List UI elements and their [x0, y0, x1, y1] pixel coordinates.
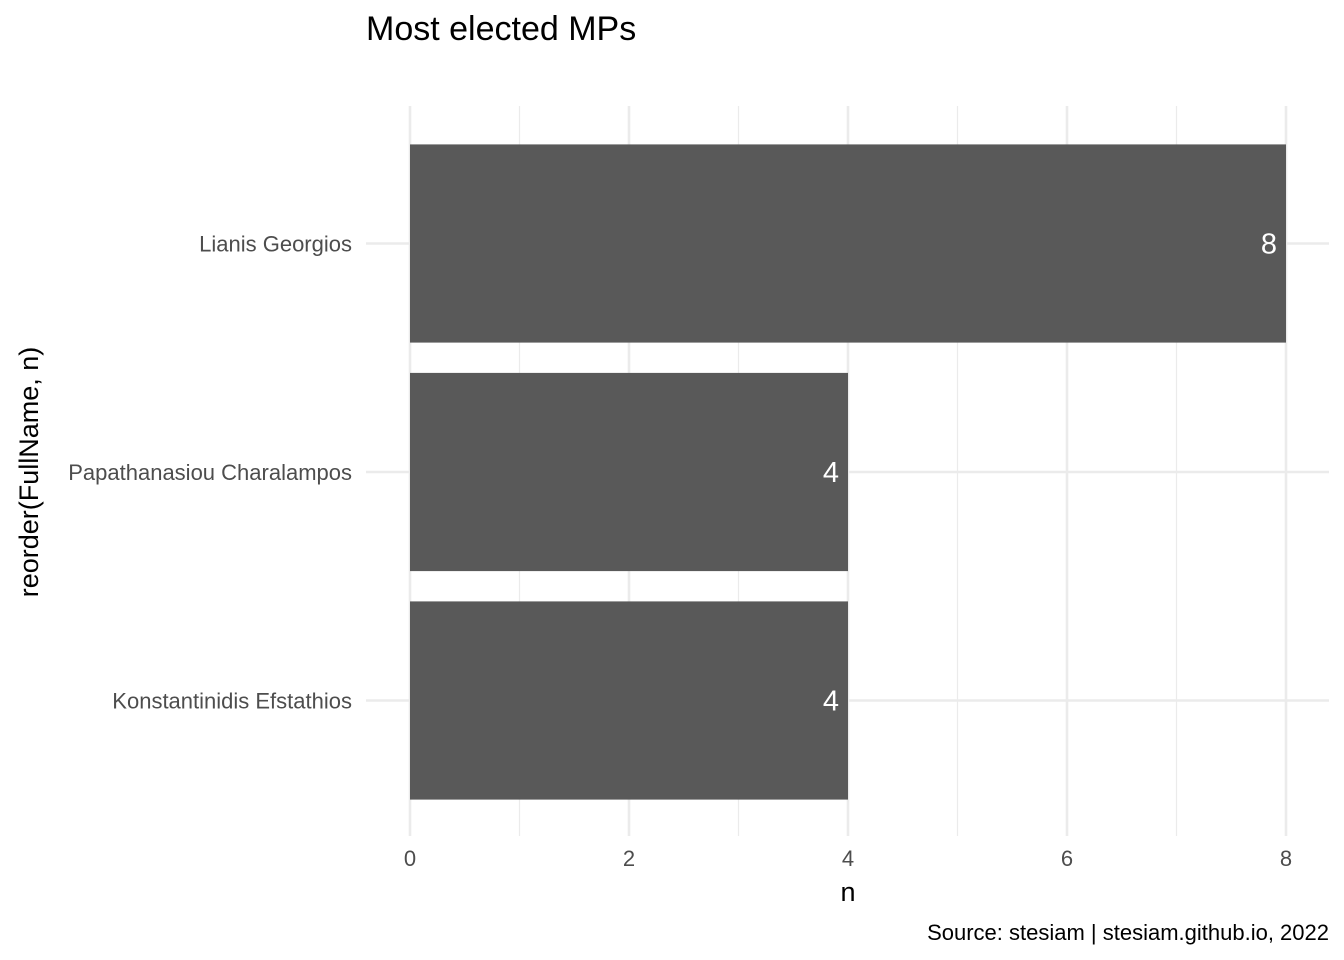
bars: [410, 144, 1286, 800]
y-tick-label: Konstantinidis Efstathios: [112, 689, 352, 714]
x-tick-label: 4: [842, 846, 854, 871]
bar: [410, 601, 848, 800]
x-tick-labels: 0 2 4 6 8: [404, 846, 1292, 871]
y-tick-label: Lianis Georgios: [199, 232, 352, 257]
bar-value-label: 8: [1261, 229, 1277, 261]
x-tick-label: 2: [623, 846, 635, 871]
chart-caption: Source: stesiam | stesiam.github.io, 202…: [927, 920, 1329, 945]
bar-value-labels: 8 4 4: [823, 229, 1277, 718]
bar: [410, 372, 848, 572]
bar: [410, 144, 1286, 343]
chart-title: Most elected MPs: [366, 10, 636, 48]
bar-value-label: 4: [823, 686, 839, 718]
x-tick-label: 8: [1280, 846, 1292, 871]
y-axis-title: reorder(FullName, n): [14, 347, 44, 598]
x-tick-label: 0: [404, 846, 416, 871]
bar-value-label: 4: [823, 457, 839, 489]
y-tick-labels: Lianis Georgios Papathanasiou Charalampos…: [68, 232, 352, 714]
x-tick-label: 6: [1061, 846, 1073, 871]
x-axis-title: n: [840, 877, 855, 907]
y-tick-label: Papathanasiou Charalampos: [68, 460, 352, 485]
